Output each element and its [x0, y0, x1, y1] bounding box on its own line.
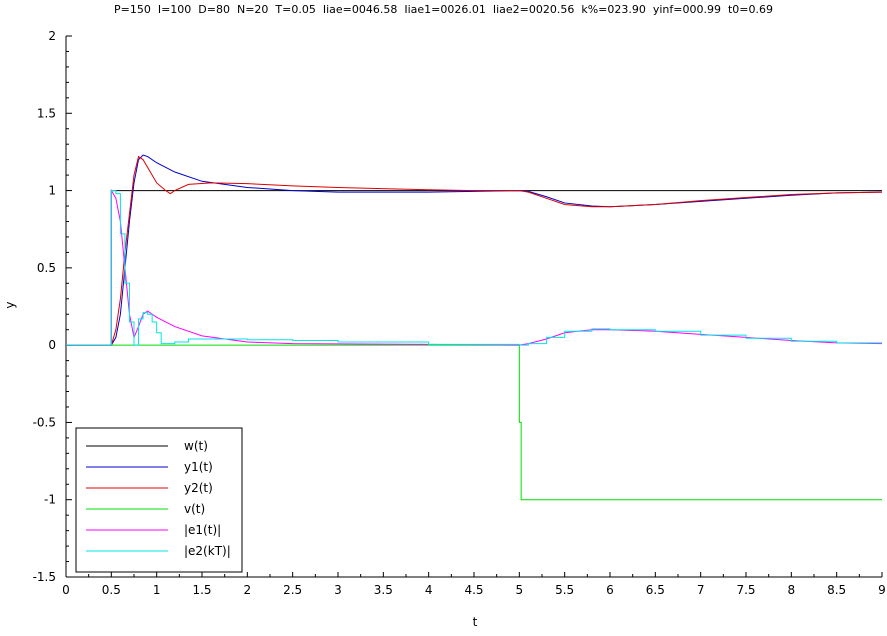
series-line-y2-t: [66, 155, 883, 346]
x-tick-label: 2: [244, 583, 252, 597]
x-tick-label: 8.5: [827, 583, 846, 597]
legend-label: y2(t): [184, 481, 213, 495]
legend-label: w(t): [184, 439, 208, 453]
x-tick-label: 0.5: [102, 583, 121, 597]
legend-label: y1(t): [184, 460, 213, 474]
series-line-e1-t: [66, 188, 883, 346]
series-line-e2-kt: [66, 190, 882, 346]
y-tick-label: -1: [44, 493, 56, 507]
x-tick-label: 8: [788, 583, 796, 597]
series-line-v-t: [66, 344, 882, 501]
x-tick-label: 4.5: [464, 583, 483, 597]
x-tick-label: 7.5: [736, 583, 755, 597]
y-tick-label: -1.5: [33, 570, 56, 584]
y-tick-label: 0.5: [37, 261, 56, 275]
y-axis-label: y: [3, 301, 17, 308]
y-tick-label: 1: [48, 184, 56, 198]
chart-title: P=150 I=100 D=80 N=20 T=0.05 Iiae=0046.5…: [114, 3, 773, 16]
series-line-y1-t: [66, 154, 883, 346]
series-layer: [66, 154, 883, 501]
x-tick-label: 7: [697, 583, 705, 597]
x-tick-label: 1: [153, 583, 161, 597]
legend-label: v(t): [184, 502, 205, 516]
y-tick-label: 2: [48, 29, 56, 43]
axes: 0 0.5 1 1.5 2 2.5 3 3.5 4 4.5 5 5.5 6 6.5 7 7.5 8 8.5 9 -1.…: [33, 29, 886, 597]
x-tick-label: 5: [516, 583, 524, 597]
legend-label: |e2(kT)|: [184, 544, 231, 558]
x-tick-label: 0: [62, 583, 70, 597]
x-tick-label: 3.5: [374, 583, 393, 597]
x-tick-label: 6: [606, 583, 614, 597]
x-tick-label: 4: [425, 583, 433, 597]
x-tick-label: 3: [334, 583, 342, 597]
y-tick-label: 0: [48, 338, 56, 352]
x-tick-label: 5.5: [555, 583, 574, 597]
x-tick-label: 2.5: [283, 583, 302, 597]
x-tick-label: 6.5: [646, 583, 665, 597]
y-tick-label: 1.5: [37, 106, 56, 120]
legend: w(t) y1(t) y2(t) v(t) |e1(t)| |e2(kT)|: [75, 427, 243, 573]
legend-box: [75, 427, 243, 573]
x-tick-label: 9: [878, 583, 886, 597]
series-line-w-t: [66, 190, 882, 346]
y-tick-label: -0.5: [33, 415, 56, 429]
x-tick-label: 1.5: [192, 583, 211, 597]
legend-label: |e1(t)|: [184, 523, 221, 537]
x-axis-label: t: [473, 615, 478, 629]
